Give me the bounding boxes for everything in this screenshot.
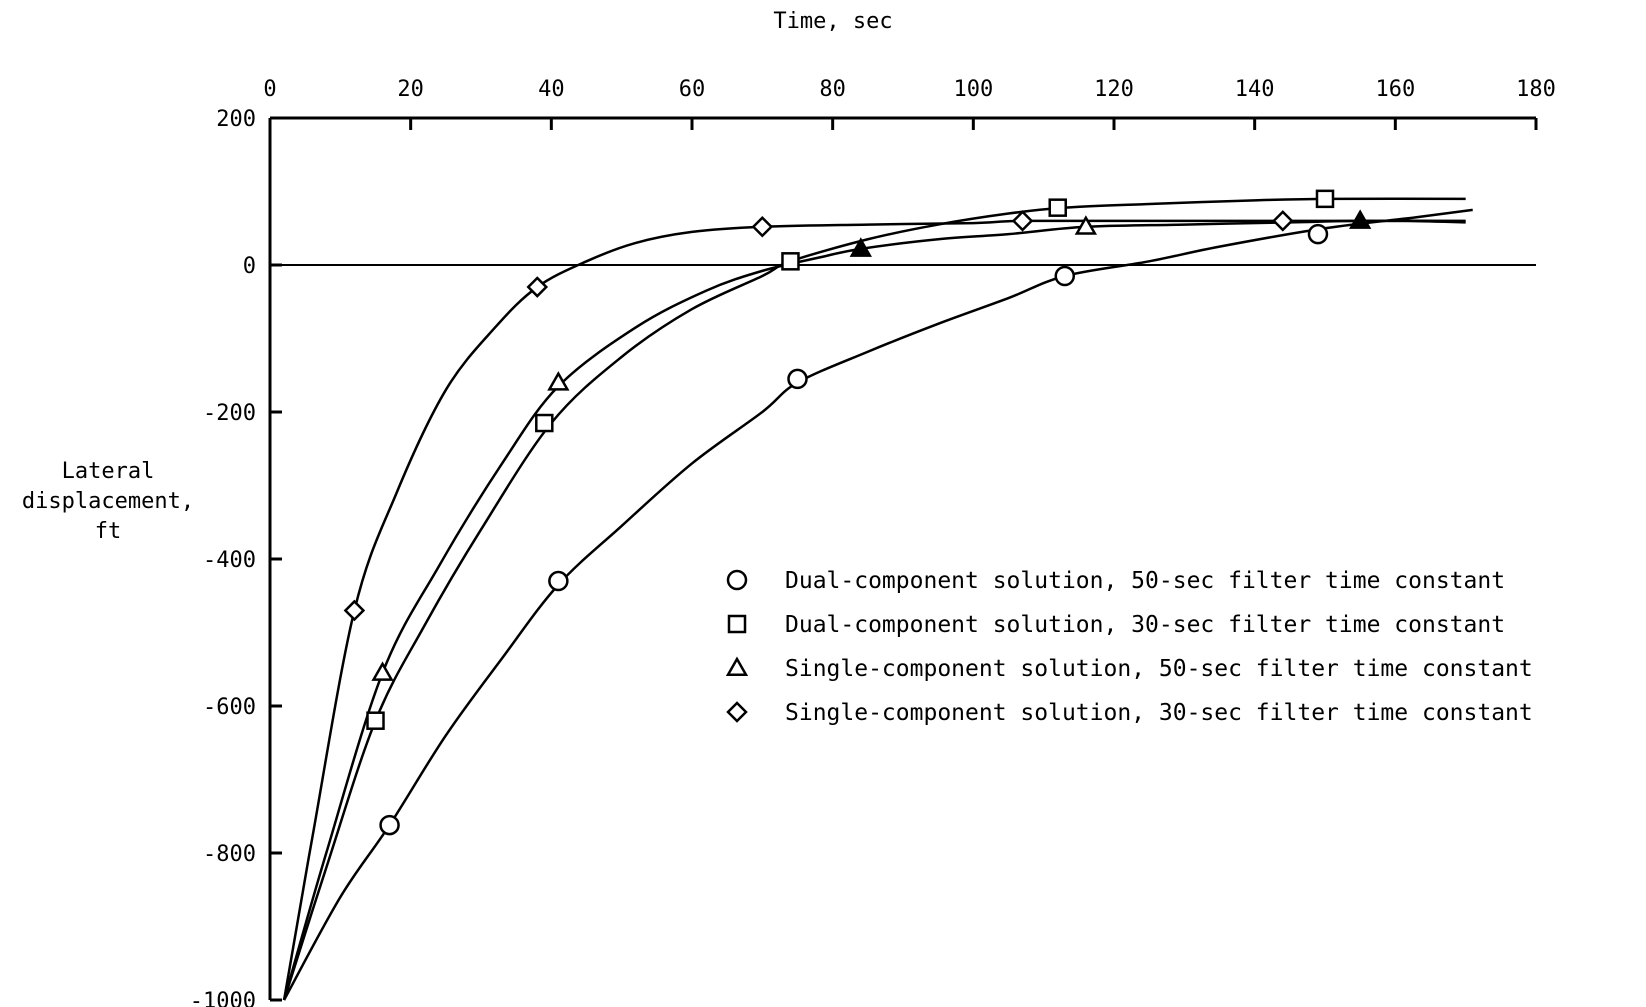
- legend-label: Dual-component solution, 30-sec filter t…: [785, 612, 1505, 638]
- legend-item-diamond: Single-component solution, 30-sec filter…: [726, 700, 1533, 726]
- y-tick-label: 200: [216, 107, 256, 132]
- series-line-square: [282, 197, 1466, 1001]
- legend-label: Single-component solution, 30-sec filter…: [785, 700, 1533, 726]
- y-tick-label: 0: [243, 254, 256, 279]
- y-axis-title-line: displacement,: [22, 489, 194, 514]
- data-point-square: [1315, 189, 1335, 209]
- series-line-circle: [282, 208, 1473, 1001]
- data-point-circle: [787, 368, 808, 390]
- legend: Dual-component solution, 50-sec filter t…: [725, 568, 1533, 726]
- markers-layer: [343, 189, 1372, 836]
- x-axis-title: Time, sec: [773, 9, 892, 34]
- legend-symbol-square: [727, 614, 747, 634]
- data-point-square: [1048, 198, 1067, 217]
- data-point-circle: [1307, 223, 1329, 245]
- axes-layer: [268, 116, 1538, 1002]
- data-point-diamond: [1272, 210, 1294, 232]
- data-point-triangle: [1349, 209, 1372, 229]
- x-tick-label: 80: [819, 77, 846, 102]
- data-point-square: [366, 711, 385, 730]
- y-tick-label: -600: [203, 695, 256, 720]
- legend-symbol-circle: [726, 569, 748, 591]
- legend-item-circle: Dual-component solution, 50-sec filter t…: [726, 568, 1505, 594]
- legend-item-square: Dual-component solution, 30-sec filter t…: [727, 612, 1505, 638]
- data-point-circle: [548, 570, 569, 592]
- x-tick-label: 140: [1235, 77, 1275, 102]
- y-axis-title: Lateral displacement, ft: [22, 459, 194, 544]
- data-point-circle: [379, 814, 400, 836]
- y-tick-label: -800: [203, 842, 256, 867]
- legend-label: Single-component solution, 50-sec filter…: [785, 656, 1533, 682]
- series-line-triangle: [282, 219, 1466, 1001]
- x-tick-label: 0: [263, 77, 276, 102]
- data-point-square: [781, 252, 800, 271]
- x-tick-label: 160: [1375, 77, 1415, 102]
- data-point-triangle: [547, 371, 570, 391]
- data-point-diamond: [343, 599, 366, 622]
- y-axis-title-line: ft: [95, 519, 122, 544]
- data-point-circle: [1054, 265, 1076, 287]
- curves-layer: [282, 197, 1473, 1001]
- x-tick-label: 100: [953, 77, 993, 102]
- data-point-diamond: [526, 276, 549, 298]
- legend-symbol-diamond: [726, 701, 748, 723]
- data-point-diamond: [751, 216, 774, 238]
- data-point-triangle: [849, 237, 872, 257]
- data-point-triangle: [1074, 215, 1098, 235]
- legend-item-triangle: Single-component solution, 50-sec filter…: [725, 656, 1533, 682]
- data-point-triangle: [371, 661, 394, 681]
- y-tick-label: -1000: [190, 989, 256, 1007]
- y-axis-title-line: Lateral: [62, 459, 155, 484]
- y-tick-label: -200: [203, 401, 256, 426]
- data-point-square: [535, 413, 554, 433]
- y-tick-label: -400: [203, 548, 256, 573]
- x-tick-label: 120: [1094, 77, 1134, 102]
- legend-symbol-triangle: [725, 656, 749, 676]
- x-tick-label: 40: [538, 77, 565, 102]
- series-line-diamond: [282, 219, 1466, 1001]
- data-point-diamond: [1011, 210, 1034, 232]
- labels-layer: 0 20 40 60 80 100 120 140 160 180 200 0 -200 -400 -600…: [22, 9, 1556, 1007]
- legend-label: Dual-component solution, 50-sec filter t…: [785, 568, 1505, 594]
- x-tick-label: 180: [1516, 77, 1556, 102]
- x-tick-label: 60: [679, 77, 706, 102]
- x-tick-label: 20: [397, 77, 424, 102]
